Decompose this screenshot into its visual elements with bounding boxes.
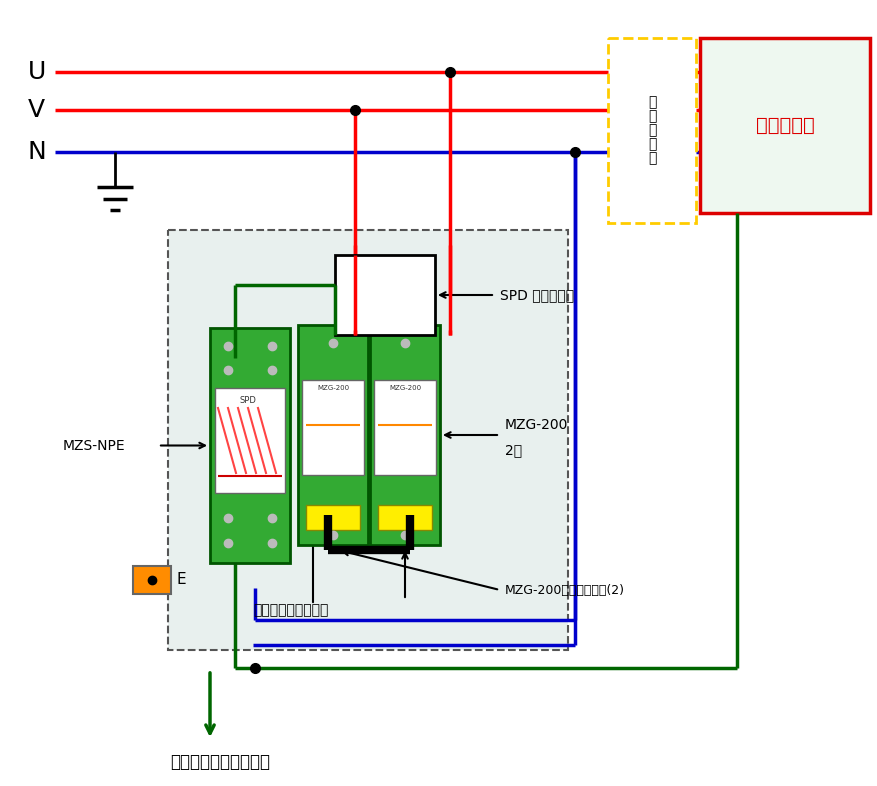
Bar — [700, 38, 870, 213]
Text: MZG-200: MZG-200 — [389, 385, 421, 391]
Bar — [370, 325, 440, 545]
Text: MZG-200ショートバー(2): MZG-200ショートバー(2) — [505, 583, 625, 597]
Text: ボンディング用バーへ: ボンディング用バーへ — [170, 753, 270, 771]
Bar — [298, 325, 368, 545]
Text: SPD: SPD — [239, 396, 256, 405]
Text: N: N — [28, 140, 46, 164]
Bar — [306, 505, 360, 530]
Text: 2つ: 2つ — [505, 443, 522, 457]
Text: V: V — [28, 98, 45, 122]
Bar — [302, 380, 364, 475]
Bar — [168, 230, 568, 650]
Bar — [215, 388, 285, 493]
Bar — [335, 255, 435, 335]
Bar — [210, 328, 290, 563]
Bar — [608, 38, 696, 223]
Text: E: E — [177, 572, 187, 587]
Text: SPD 外部分離器: SPD 外部分離器 — [500, 288, 574, 302]
Bar — [374, 380, 436, 475]
Text: MZG-200: MZG-200 — [317, 385, 349, 391]
Text: ショート用リード線: ショート用リード線 — [253, 603, 328, 617]
Text: MZS-NPE: MZS-NPE — [63, 439, 125, 453]
Bar — [133, 566, 171, 594]
Text: 被保護機器: 被保護機器 — [756, 116, 815, 135]
Text: 漏
電
遥
断
器: 漏 電 遥 断 器 — [648, 96, 656, 166]
Text: U: U — [28, 60, 46, 84]
Bar — [378, 505, 432, 530]
Text: MZG-200: MZG-200 — [505, 418, 568, 432]
